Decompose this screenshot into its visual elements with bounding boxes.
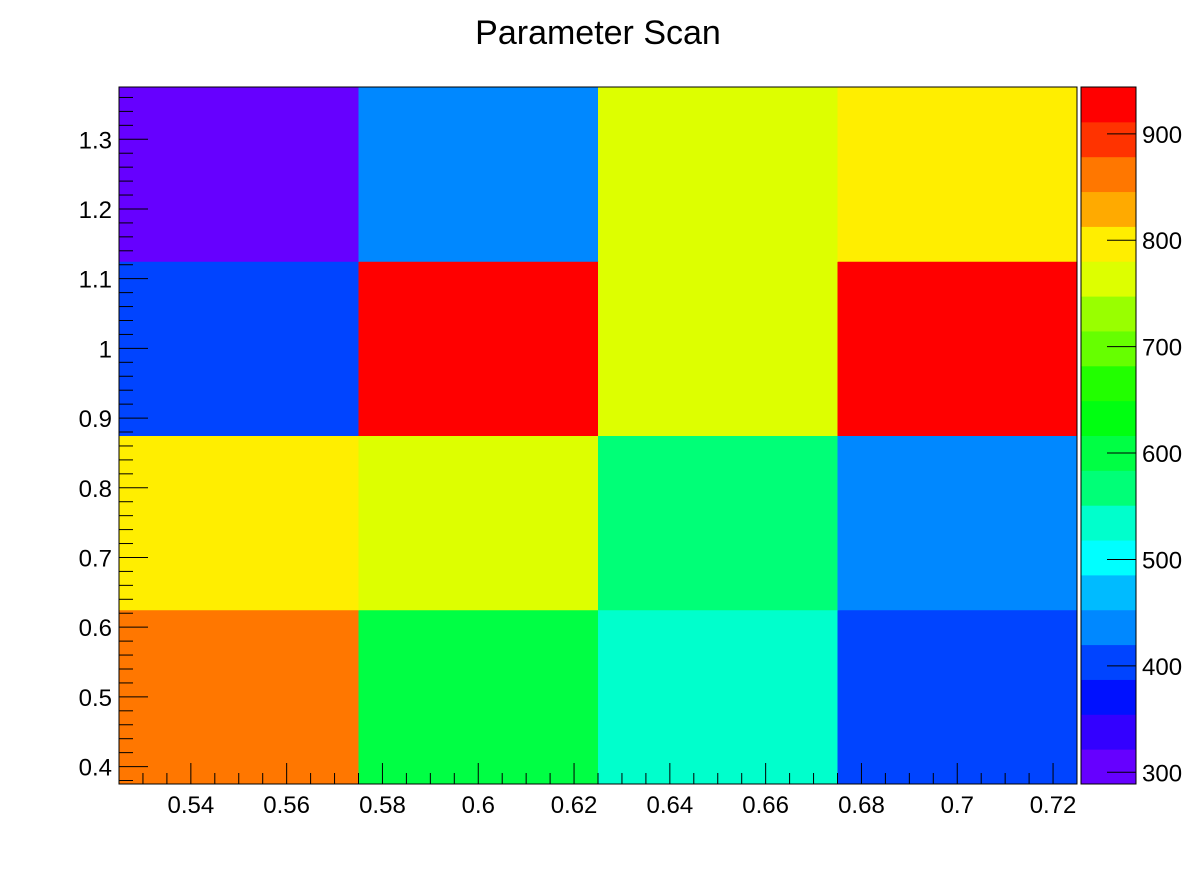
x-tick-label: 0.64 [646, 792, 693, 819]
heatmap-cell [598, 261, 838, 436]
y-tick-label: 0.8 [79, 476, 112, 503]
heatmap-cell [837, 435, 1078, 611]
z-tick-label: 700 [1142, 335, 1182, 362]
y-tick-label: 0.5 [79, 685, 112, 712]
x-tick-label: 0.7 [941, 792, 974, 819]
z-tick-label: 800 [1142, 228, 1182, 255]
color-bar-band [1081, 296, 1136, 332]
y-tick-label: 0.4 [79, 755, 112, 782]
heatmap-cell [119, 435, 359, 611]
x-tick-label: 0.56 [263, 792, 310, 819]
x-axis: 0.54 0.56 0.58 0.6 0.62 0.64 0.66 0.68 0.7 0.72 [118, 763, 1078, 819]
y-tick-label: 1.3 [79, 127, 112, 154]
heatmap-cell [358, 435, 599, 611]
z-tick-label: 300 [1142, 760, 1182, 787]
color-bar-band [1081, 156, 1136, 193]
heatmap-cell [598, 609, 838, 785]
heatmap-cells [119, 87, 1078, 785]
z-tick-label: 600 [1142, 441, 1182, 468]
x-tick-label: 0.6 [462, 792, 495, 819]
color-bar: 300 400 500 600 700 800 900 [1080, 86, 1182, 787]
heatmap-cell [358, 87, 599, 262]
color-bar-band [1081, 261, 1136, 297]
color-bar-band [1081, 400, 1136, 436]
color-bar-band [1081, 87, 1136, 123]
color-bar-band [1081, 121, 1136, 158]
color-bar-band [1081, 191, 1136, 227]
color-bar-band [1081, 609, 1136, 646]
z-tick-label: 900 [1142, 122, 1182, 149]
color-bar-band [1081, 749, 1136, 785]
x-tick-label: 0.72 [1030, 792, 1077, 819]
plot-frame [118, 86, 1078, 785]
y-tick-label: 0.9 [79, 406, 112, 433]
color-bar-band [1081, 679, 1136, 715]
heatmap-cell [598, 87, 838, 262]
x-tick-label: 0.66 [742, 792, 789, 819]
color-bar-band [1081, 470, 1136, 506]
color-bar-band [1081, 365, 1136, 402]
z-tick-label: 400 [1142, 654, 1182, 681]
z-tick-label: 500 [1142, 547, 1182, 574]
heatmap-cell [119, 87, 359, 262]
heatmap-cell [837, 609, 1078, 785]
heatmap-cell [119, 609, 359, 785]
heatmap-cell [837, 87, 1078, 262]
x-tick-label: 0.68 [838, 792, 885, 819]
heatmap-cell [837, 261, 1078, 436]
x-tick-label: 0.62 [551, 792, 598, 819]
y-tick-label: 0.7 [79, 545, 112, 572]
color-bar-band [1081, 505, 1136, 541]
color-bar-band [1081, 330, 1136, 367]
color-bar-band [1081, 540, 1136, 576]
heatmap-cell [358, 609, 599, 785]
y-tick-label: 1.2 [79, 197, 112, 224]
color-bar-band [1081, 226, 1136, 262]
color-bar-band [1081, 574, 1136, 611]
y-axis: 0.4 0.5 0.6 0.7 0.8 0.9 1 1.1 1.2 1.3 [79, 96, 148, 782]
heatmap-cell [358, 261, 599, 436]
y-tick-label: 0.6 [79, 615, 112, 642]
x-tick-label: 0.58 [359, 792, 406, 819]
heatmap-cell [119, 261, 359, 436]
color-bar-band [1081, 644, 1136, 680]
heatmap-cell [598, 435, 838, 611]
color-bar-band [1081, 714, 1136, 750]
y-tick-label: 1 [99, 336, 112, 363]
color-bar-frame [1080, 86, 1137, 785]
chart-title: Parameter Scan [475, 14, 721, 52]
x-tick-label: 0.54 [167, 792, 214, 819]
y-tick-label: 1.1 [79, 267, 112, 294]
